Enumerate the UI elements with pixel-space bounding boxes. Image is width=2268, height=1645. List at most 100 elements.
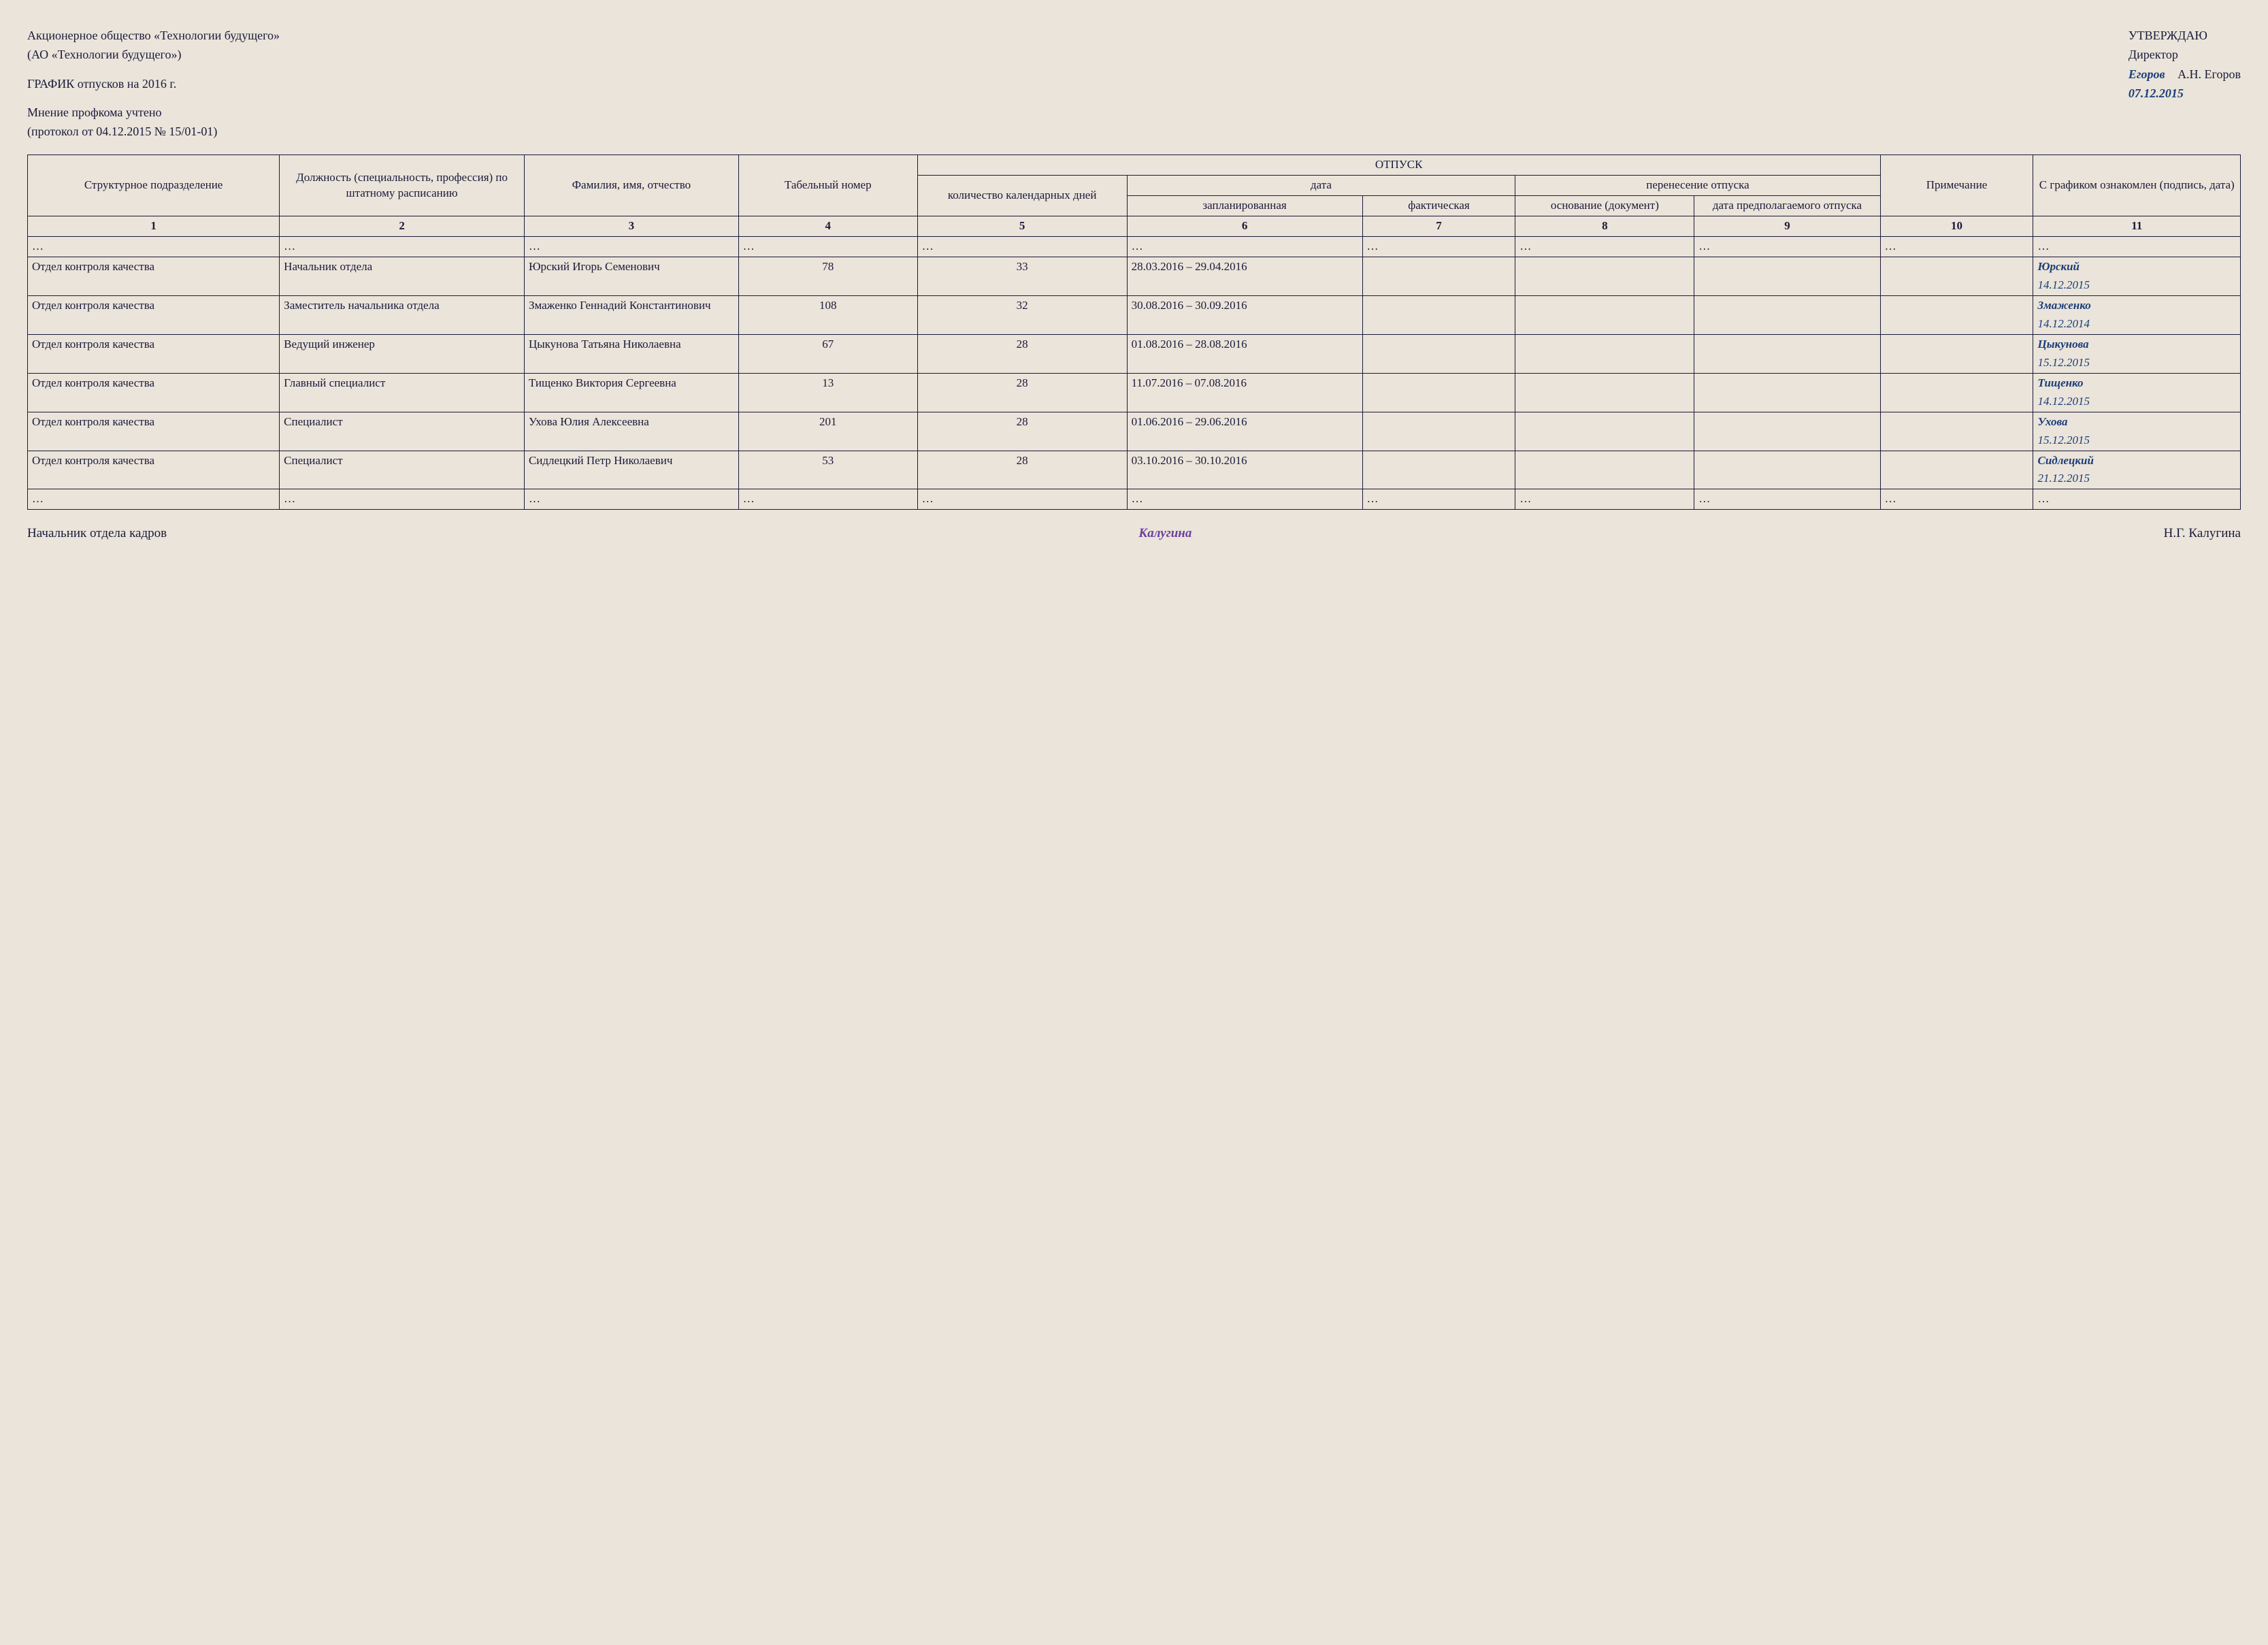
column-number: 11 bbox=[2033, 216, 2241, 237]
cell-dept: Отдел контроля качества bbox=[28, 257, 280, 296]
th-postponed: дата пред­полагае­мого отпуска bbox=[1694, 196, 1880, 216]
cell-note bbox=[1880, 257, 2033, 296]
approval-block: УТВЕРЖДАЮ Директор Егоров А.Н. Егоров 07… bbox=[2129, 27, 2241, 104]
th-dept: Структурное подразделение bbox=[28, 155, 280, 216]
ack-signature: Юрский bbox=[2037, 259, 2236, 275]
ellipsis-cell: … bbox=[1127, 489, 1362, 510]
cell-name: Юрский Игорь Семенович bbox=[524, 257, 738, 296]
ellipsis-cell: … bbox=[1694, 489, 1880, 510]
table-row: Отдел контроля качестваНачальник отделаЮ… bbox=[28, 257, 2241, 296]
cell-tabno: 53 bbox=[738, 451, 917, 489]
ellipsis-cell: … bbox=[1362, 237, 1515, 257]
column-number: 7 bbox=[1362, 216, 1515, 237]
ellipsis-cell: … bbox=[524, 489, 738, 510]
cell-postponed bbox=[1694, 373, 1880, 412]
cell-postponed bbox=[1694, 257, 1880, 296]
cell-days: 28 bbox=[917, 451, 1127, 489]
table-row: Отдел контроля качестваЗаместитель начал… bbox=[28, 296, 2241, 335]
column-number: 1 bbox=[28, 216, 280, 237]
th-vacation-group: ОТПУСК bbox=[917, 155, 1880, 176]
approve-position: Директор bbox=[2129, 46, 2241, 63]
cell-days: 32 bbox=[917, 296, 1127, 335]
protocol-line: (протокол от 04.12.2015 № 15/01-01) bbox=[27, 123, 280, 140]
cell-tabno: 13 bbox=[738, 373, 917, 412]
cell-basis bbox=[1515, 451, 1694, 489]
cell-note bbox=[1880, 334, 2033, 373]
ack-date: 14.12.2015 bbox=[2037, 394, 2236, 410]
table-row: Отдел контроля качестваГлавный специалис… bbox=[28, 373, 2241, 412]
ellipsis-cell: … bbox=[1515, 237, 1694, 257]
approve-title: УТВЕРЖДАЮ bbox=[2129, 27, 2241, 44]
company-block: Акционерное общество «Технологии будущег… bbox=[27, 27, 280, 142]
cell-postponed bbox=[1694, 334, 1880, 373]
table-row: …………………………… bbox=[28, 237, 2241, 257]
cell-dept: Отдел контроля качества bbox=[28, 451, 280, 489]
th-basis: основа­ние (доку­мент) bbox=[1515, 196, 1694, 216]
ellipsis-cell: … bbox=[738, 489, 917, 510]
column-number: 5 bbox=[917, 216, 1127, 237]
cell-signature: Ухова15.12.2015 bbox=[2033, 412, 2241, 451]
cell-signature: Тищенко 14.12.2015 bbox=[2033, 373, 2241, 412]
cell-note bbox=[1880, 373, 2033, 412]
table-row: Отдел контроля качестваВедущий инженерЦы… bbox=[28, 334, 2241, 373]
approve-signature: Егоров bbox=[2129, 66, 2165, 82]
ellipsis-cell: … bbox=[1515, 489, 1694, 510]
schedule-title: ГРАФИК отпусков на 2016 г. bbox=[27, 76, 280, 92]
ellipsis-cell: … bbox=[1880, 237, 2033, 257]
cell-tabno: 78 bbox=[738, 257, 917, 296]
column-number: 4 bbox=[738, 216, 917, 237]
column-number: 3 bbox=[524, 216, 738, 237]
cell-name: Сидлецкий Петр Николаевич bbox=[524, 451, 738, 489]
cell-note bbox=[1880, 296, 2033, 335]
ack-date: 15.12.2015 bbox=[2037, 433, 2236, 449]
ellipsis-cell: … bbox=[1694, 237, 1880, 257]
cell-basis bbox=[1515, 296, 1694, 335]
cell-position: Специалист bbox=[280, 451, 525, 489]
th-transfer-group: перенесение отпуска bbox=[1515, 176, 1880, 196]
ack-signature: Цыкунова bbox=[2037, 337, 2236, 353]
table-row: …………………………… bbox=[28, 489, 2241, 510]
cell-days: 33 bbox=[917, 257, 1127, 296]
column-number: 2 bbox=[280, 216, 525, 237]
cell-planned: 01.06.2016 – 29.06.2016 bbox=[1127, 412, 1362, 451]
cell-name: Тищенко Виктория Сергеевна bbox=[524, 373, 738, 412]
cell-planned: 03.10.2016 – 30.10.2016 bbox=[1127, 451, 1362, 489]
table-row: Отдел контроля качестваСпециалистСидлецк… bbox=[28, 451, 2241, 489]
cell-name: Цыкунова Татьяна Николаевна bbox=[524, 334, 738, 373]
column-number: 10 bbox=[1880, 216, 2033, 237]
ack-signature: Тищенко bbox=[2037, 376, 2236, 391]
ellipsis-cell: … bbox=[917, 489, 1127, 510]
ack-date: 14.12.2015 bbox=[2037, 278, 2236, 293]
vacation-schedule-table: Структурное подразделение Должность (спе… bbox=[27, 154, 2241, 510]
ellipsis-cell: … bbox=[524, 237, 738, 257]
th-note: Приме­чание bbox=[1880, 155, 2033, 216]
footer-name: Н.Г. Калугина bbox=[2164, 525, 2241, 542]
cell-tabno: 108 bbox=[738, 296, 917, 335]
cell-actual bbox=[1362, 451, 1515, 489]
cell-tabno: 201 bbox=[738, 412, 917, 451]
cell-signature: Сидлецкий21.12.2015 bbox=[2033, 451, 2241, 489]
th-name: Фамилия, имя, отчество bbox=[524, 155, 738, 216]
column-number: 6 bbox=[1127, 216, 1362, 237]
footer-signature: Калугина bbox=[1138, 525, 1191, 542]
cell-dept: Отдел контроля качества bbox=[28, 334, 280, 373]
ack-signature: Змаженко bbox=[2037, 298, 2236, 314]
ack-date: 15.12.2015 bbox=[2037, 355, 2236, 371]
cell-note bbox=[1880, 451, 2033, 489]
cell-dept: Отдел контроля качества bbox=[28, 296, 280, 335]
column-number: 9 bbox=[1694, 216, 1880, 237]
cell-days: 28 bbox=[917, 334, 1127, 373]
document-header: Акционерное общество «Технологии будущег… bbox=[27, 27, 2241, 142]
cell-basis bbox=[1515, 373, 1694, 412]
ellipsis-cell: … bbox=[1127, 237, 1362, 257]
cell-actual bbox=[1362, 373, 1515, 412]
cell-position: Начальник отдела bbox=[280, 257, 525, 296]
cell-postponed bbox=[1694, 296, 1880, 335]
cell-postponed bbox=[1694, 451, 1880, 489]
ellipsis-cell: … bbox=[28, 237, 280, 257]
footer-position: Начальник отдела кадров bbox=[27, 525, 167, 542]
cell-position: Ведущий инженер bbox=[280, 334, 525, 373]
cell-signature: Юрский 14.12.2015 bbox=[2033, 257, 2241, 296]
cell-actual bbox=[1362, 334, 1515, 373]
cell-dept: Отдел контроля качества bbox=[28, 373, 280, 412]
